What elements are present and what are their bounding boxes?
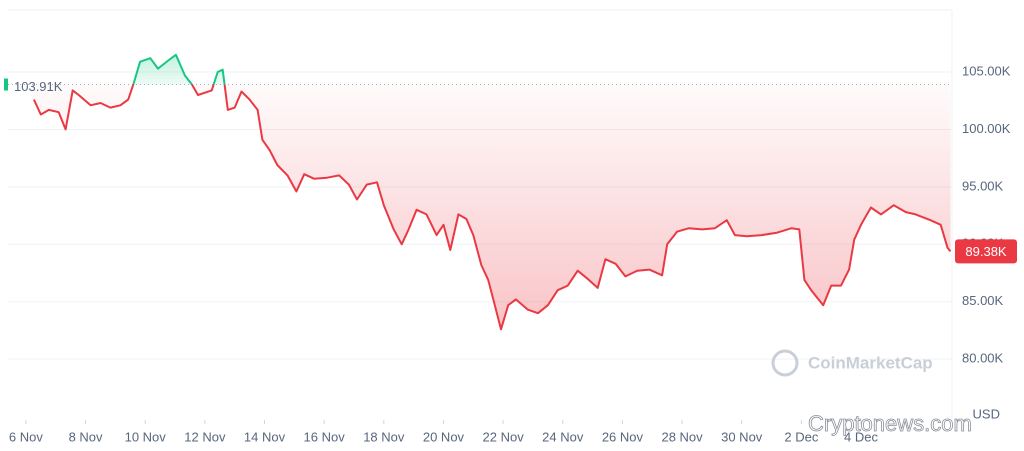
x-tick-label: 24 Nov	[542, 429, 584, 444]
x-tick-label: 12 Nov	[184, 429, 226, 444]
x-tick-label: 16 Nov	[304, 429, 346, 444]
x-tick-label: 22 Nov	[483, 429, 525, 444]
x-tick-label: 14 Nov	[244, 429, 286, 444]
x-tick-label: 18 Nov	[363, 429, 405, 444]
baseline-label: 103.91K	[14, 79, 63, 94]
price-badge	[955, 239, 1017, 264]
x-tick-label: 28 Nov	[661, 429, 703, 444]
x-tick-label: 4 Dec	[844, 429, 878, 444]
x-tick-label: 8 Nov	[69, 429, 103, 444]
x-tick-label: 30 Nov	[721, 429, 763, 444]
area-fill	[33, 54, 951, 330]
x-tick-label: 20 Nov	[423, 429, 465, 444]
currency-label: USD	[973, 406, 1000, 421]
x-tick-label: 26 Nov	[602, 429, 644, 444]
price-badge-label: 89.38K	[965, 244, 1007, 259]
y-tick-label: 85.00K	[962, 293, 1004, 308]
watermark-logo	[771, 349, 799, 377]
price-line	[32, 53, 952, 331]
baseline-marker	[4, 78, 8, 91]
y-tick-label: 105.00K	[962, 63, 1011, 78]
y-tick-label: 95.00K	[962, 178, 1004, 193]
watermark: CoinMarketCap	[808, 353, 933, 372]
x-tick-label: 6 Nov	[9, 429, 43, 444]
source-watermark: Cryptonews.com	[808, 411, 972, 436]
y-tick-label: 80.00K	[962, 351, 1004, 366]
x-tick-label: 10 Nov	[125, 429, 167, 444]
y-tick-label: 100.00K	[962, 121, 1011, 136]
x-tick-label: 2 Dec	[784, 429, 818, 444]
